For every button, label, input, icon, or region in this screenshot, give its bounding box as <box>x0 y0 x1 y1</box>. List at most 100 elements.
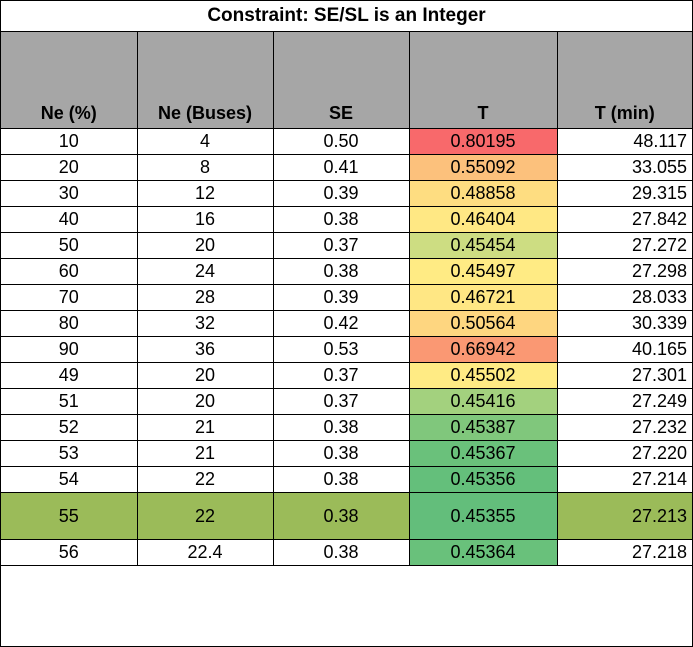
cell-ne-buses[interactable]: 22.4 <box>136 539 274 566</box>
cell-ne-buses[interactable]: 32 <box>136 310 274 337</box>
cell-t[interactable]: 0.45355 <box>408 492 558 540</box>
cell-se[interactable]: 0.42 <box>272 310 410 337</box>
cell-ne-pct[interactable]: 80 <box>1 310 138 337</box>
cell-ne-buses[interactable]: 20 <box>136 232 274 259</box>
table-row: 53 21 0.38 0.45367 27.220 <box>1 440 693 467</box>
cell-ne-pct[interactable]: 55 <box>1 492 138 540</box>
table-row: 52 21 0.38 0.45387 27.232 <box>1 414 693 441</box>
cell-se[interactable]: 0.38 <box>272 258 410 285</box>
cell-ne-pct[interactable]: 52 <box>1 414 138 441</box>
cell-ne-buses[interactable]: 24 <box>136 258 274 285</box>
cell-t-min[interactable]: 27.301 <box>556 362 693 389</box>
cell-ne-pct[interactable]: 54 <box>1 466 138 493</box>
cell-t-min[interactable]: 33.055 <box>556 154 693 181</box>
cell-se[interactable]: 0.37 <box>272 362 410 389</box>
cell-t[interactable]: 0.45356 <box>408 466 558 493</box>
cell-ne-pct[interactable]: 10 <box>1 128 138 155</box>
cell-t[interactable]: 0.50564 <box>408 310 558 337</box>
cell-ne-buses[interactable]: 36 <box>136 336 274 363</box>
cell-t-min[interactable]: 27.213 <box>556 492 693 540</box>
cell-se[interactable]: 0.37 <box>272 232 410 259</box>
cell-ne-pct[interactable]: 56 <box>1 539 138 566</box>
cell-ne-pct[interactable]: 49 <box>1 362 138 389</box>
cell-ne-buses[interactable]: 20 <box>136 362 274 389</box>
header-t[interactable]: T <box>408 31 558 129</box>
cell-ne-pct[interactable]: 70 <box>1 284 138 311</box>
header-t-min[interactable]: T (min) <box>556 31 693 129</box>
cell-ne-pct[interactable]: 90 <box>1 336 138 363</box>
cell-se[interactable]: 0.41 <box>272 154 410 181</box>
cell-t[interactable]: 0.45497 <box>408 258 558 285</box>
header-ne-buses[interactable]: Ne (Buses) <box>136 31 274 129</box>
cell-t-min[interactable]: 48.117 <box>556 128 693 155</box>
cell-t[interactable]: 0.48858 <box>408 180 558 207</box>
table-row: 56 22.4 0.38 0.45364 27.218 <box>1 539 693 566</box>
cell-t-min[interactable]: 28.033 <box>556 284 693 311</box>
cell-t-min[interactable]: 29.315 <box>556 180 693 207</box>
table-row: 70 28 0.39 0.46721 28.033 <box>1 284 693 311</box>
cell-t[interactable]: 0.45367 <box>408 440 558 467</box>
cell-t-min[interactable]: 30.339 <box>556 310 693 337</box>
cell-t-min[interactable]: 27.218 <box>556 539 693 566</box>
header-se[interactable]: SE <box>272 31 410 129</box>
cell-se[interactable]: 0.38 <box>272 539 410 566</box>
header-ne-pct[interactable]: Ne (%) <box>1 31 138 129</box>
cell-ne-buses[interactable]: 20 <box>136 388 274 415</box>
cell-ne-buses[interactable]: 4 <box>136 128 274 155</box>
results-table: Constraint: SE/SL is an Integer Ne (%) N… <box>1 1 693 566</box>
cell-ne-buses[interactable]: 8 <box>136 154 274 181</box>
cell-t-min[interactable]: 27.249 <box>556 388 693 415</box>
cell-ne-pct[interactable]: 50 <box>1 232 138 259</box>
cell-ne-pct[interactable]: 40 <box>1 206 138 233</box>
cell-t-min[interactable]: 27.842 <box>556 206 693 233</box>
cell-t[interactable]: 0.45364 <box>408 539 558 566</box>
table-row: 49 20 0.37 0.45502 27.301 <box>1 362 693 389</box>
cell-ne-buses[interactable]: 21 <box>136 414 274 441</box>
cell-t[interactable]: 0.46404 <box>408 206 558 233</box>
cell-t[interactable]: 0.66942 <box>408 336 558 363</box>
header-row: Ne (%) Ne (Buses) SE T T (min) <box>1 31 693 129</box>
cell-t[interactable]: 0.55092 <box>408 154 558 181</box>
table-row: 80 32 0.42 0.50564 30.339 <box>1 310 693 337</box>
table-row: 54 22 0.38 0.45356 27.214 <box>1 466 693 493</box>
cell-ne-buses[interactable]: 21 <box>136 440 274 467</box>
cell-se[interactable]: 0.39 <box>272 284 410 311</box>
cell-t[interactable]: 0.45387 <box>408 414 558 441</box>
cell-se[interactable]: 0.39 <box>272 180 410 207</box>
cell-ne-buses[interactable]: 28 <box>136 284 274 311</box>
cell-t[interactable]: 0.46721 <box>408 284 558 311</box>
cell-t-min[interactable]: 27.214 <box>556 466 693 493</box>
cell-ne-buses[interactable]: 16 <box>136 206 274 233</box>
cell-ne-pct[interactable]: 30 <box>1 180 138 207</box>
table-row: 55 22 0.38 0.45355 27.213 <box>1 492 693 540</box>
cell-se[interactable]: 0.53 <box>272 336 410 363</box>
cell-ne-buses[interactable]: 22 <box>136 466 274 493</box>
cell-se[interactable]: 0.38 <box>272 440 410 467</box>
cell-se[interactable]: 0.37 <box>272 388 410 415</box>
table-title[interactable]: Constraint: SE/SL is an Integer <box>1 1 693 32</box>
cell-t-min[interactable]: 27.272 <box>556 232 693 259</box>
cell-ne-pct[interactable]: 51 <box>1 388 138 415</box>
cell-t[interactable]: 0.45416 <box>408 388 558 415</box>
cell-se[interactable]: 0.38 <box>272 414 410 441</box>
cell-t[interactable]: 0.45502 <box>408 362 558 389</box>
cell-ne-pct[interactable]: 60 <box>1 258 138 285</box>
cell-t-min[interactable]: 27.232 <box>556 414 693 441</box>
table-row: 40 16 0.38 0.46404 27.842 <box>1 206 693 233</box>
cell-ne-buses[interactable]: 22 <box>136 492 274 540</box>
table-row: 60 24 0.38 0.45497 27.298 <box>1 258 693 285</box>
cell-ne-buses[interactable]: 12 <box>136 180 274 207</box>
cell-ne-pct[interactable]: 20 <box>1 154 138 181</box>
cell-se[interactable]: 0.38 <box>272 492 410 540</box>
cell-se[interactable]: 0.38 <box>272 466 410 493</box>
cell-t-min[interactable]: 27.220 <box>556 440 693 467</box>
cell-t[interactable]: 0.45454 <box>408 232 558 259</box>
cell-t[interactable]: 0.80195 <box>408 128 558 155</box>
title-row: Constraint: SE/SL is an Integer <box>1 1 693 32</box>
cell-se[interactable]: 0.50 <box>272 128 410 155</box>
cell-t-min[interactable]: 27.298 <box>556 258 693 285</box>
cell-t-min[interactable]: 40.165 <box>556 336 693 363</box>
cell-ne-pct[interactable]: 53 <box>1 440 138 467</box>
cell-se[interactable]: 0.38 <box>272 206 410 233</box>
